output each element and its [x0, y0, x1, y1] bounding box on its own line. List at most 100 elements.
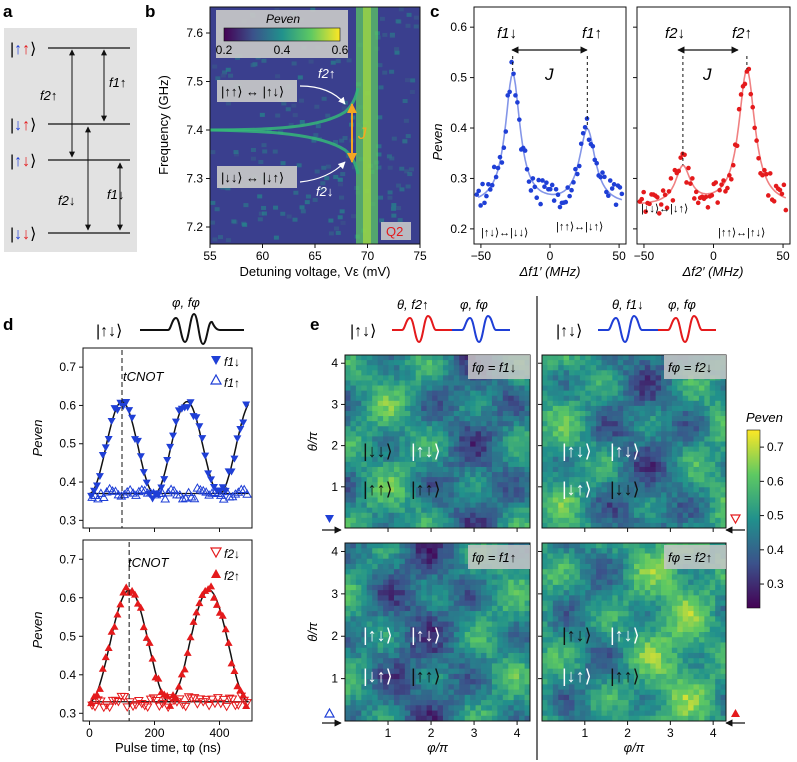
map-cell [585, 621, 592, 628]
y-tick-label: 0.3 [59, 513, 76, 527]
map-cell [569, 522, 575, 529]
map-cell [542, 626, 548, 633]
map-cell [432, 487, 438, 493]
noise-cell [325, 164, 331, 169]
map-cell [459, 390, 466, 397]
map-cell [464, 558, 471, 565]
map-cell [377, 355, 384, 361]
map-cell [655, 390, 662, 397]
map-cell [590, 497, 597, 503]
map-cell [459, 663, 466, 670]
map-cell [426, 482, 433, 488]
map-cell [508, 461, 515, 468]
map-cell [486, 584, 493, 591]
map-cell [453, 421, 460, 427]
noise-cell [376, 165, 382, 170]
map-cell [617, 689, 624, 696]
map-cell [634, 616, 640, 622]
fit-curve [477, 71, 623, 201]
map-cell [388, 416, 395, 422]
map-cell [481, 605, 487, 612]
map-cell [437, 507, 444, 514]
map-cell [666, 390, 673, 397]
map-cell [524, 705, 531, 711]
oscillating-point [166, 701, 175, 709]
map-cell [404, 652, 411, 659]
map-cell [552, 365, 559, 371]
map-cell [377, 590, 384, 596]
map-cell [415, 563, 422, 570]
map-cell [569, 517, 575, 524]
map-cell [432, 517, 438, 524]
map-cell [361, 626, 368, 633]
map-cell [415, 410, 422, 417]
map-cell [617, 684, 624, 690]
map-cell [720, 405, 727, 412]
map-cell [617, 390, 624, 397]
map-cell [585, 431, 592, 437]
oscillating-point [209, 593, 218, 601]
map-cell [596, 385, 602, 392]
map-cell [453, 380, 460, 386]
map-cell [502, 668, 509, 675]
map-cell [426, 600, 433, 607]
map-cell [388, 522, 395, 529]
x-tick-label: 1 [385, 726, 392, 740]
map-cell [361, 652, 368, 659]
map-cell [475, 595, 482, 601]
map-cell [491, 507, 498, 514]
map-cell [655, 421, 662, 427]
map-cell [558, 472, 565, 478]
oscillating-point [116, 600, 125, 608]
map-cell [513, 715, 520, 722]
flat-point [134, 486, 144, 496]
map-cell [677, 461, 684, 468]
map-cell [677, 431, 684, 437]
map-cell [421, 710, 428, 717]
map-cell [612, 652, 619, 659]
map-cell [513, 668, 520, 675]
map-cell [569, 390, 575, 397]
map-cell [502, 522, 509, 529]
map-cell [486, 642, 493, 649]
map-cell [585, 466, 592, 473]
map-cell [453, 647, 460, 654]
map-cell [628, 421, 635, 427]
map-cell [563, 705, 570, 711]
map-cell [448, 446, 455, 453]
map-cell [579, 553, 586, 560]
flat-point [201, 487, 212, 496]
map-cell [596, 569, 602, 575]
data-point [497, 154, 503, 160]
map-cell [655, 441, 662, 447]
map-cell [377, 689, 384, 696]
map-cell [393, 632, 400, 638]
map-cell [513, 689, 520, 696]
map-cell [502, 492, 509, 498]
map-cell [558, 658, 565, 664]
map-cell [574, 673, 581, 680]
map-cell [590, 684, 597, 690]
map-cell [698, 517, 705, 524]
map-cell [542, 700, 548, 706]
map-cell [415, 668, 422, 675]
data-point [734, 143, 740, 149]
map-cell [453, 700, 460, 706]
map-cell [617, 543, 624, 549]
oscillating-point [92, 690, 101, 698]
map-cell [410, 355, 417, 361]
map-cell [590, 658, 597, 664]
map-cell [426, 595, 433, 601]
map-cell [426, 642, 433, 649]
map-cell [355, 569, 362, 575]
map-cell [596, 715, 602, 722]
data-point [503, 129, 509, 134]
map-cell [442, 689, 449, 696]
map-cell [502, 642, 509, 649]
map-cell [547, 370, 554, 376]
map-cell [569, 472, 575, 478]
map-cell [601, 684, 608, 690]
map-cell [519, 461, 525, 468]
map-cell [606, 626, 613, 633]
map-cell [377, 621, 384, 628]
